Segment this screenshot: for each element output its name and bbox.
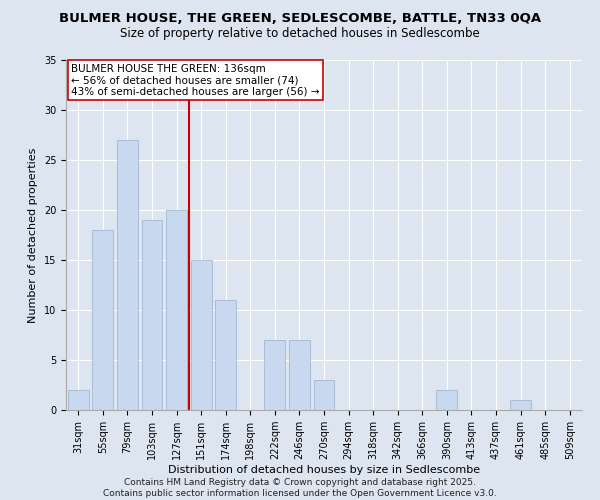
X-axis label: Distribution of detached houses by size in Sedlescombe: Distribution of detached houses by size …	[168, 465, 480, 475]
Bar	[510, 400, 531, 410]
Bar	[166, 210, 187, 410]
Text: Size of property relative to detached houses in Sedlescombe: Size of property relative to detached ho…	[120, 28, 480, 40]
Bar	[314, 380, 334, 410]
Text: Contains HM Land Registry data © Crown copyright and database right 2025.
Contai: Contains HM Land Registry data © Crown c…	[103, 478, 497, 498]
Bar	[191, 260, 212, 410]
Bar	[92, 230, 113, 410]
Bar	[142, 220, 163, 410]
Bar	[289, 340, 310, 410]
Y-axis label: Number of detached properties: Number of detached properties	[28, 148, 38, 322]
Bar	[117, 140, 138, 410]
Bar	[436, 390, 457, 410]
Text: BULMER HOUSE, THE GREEN, SEDLESCOMBE, BATTLE, TN33 0QA: BULMER HOUSE, THE GREEN, SEDLESCOMBE, BA…	[59, 12, 541, 26]
Bar	[68, 390, 89, 410]
Text: BULMER HOUSE THE GREEN: 136sqm
← 56% of detached houses are smaller (74)
43% of : BULMER HOUSE THE GREEN: 136sqm ← 56% of …	[71, 64, 320, 96]
Bar	[265, 340, 286, 410]
Bar	[215, 300, 236, 410]
